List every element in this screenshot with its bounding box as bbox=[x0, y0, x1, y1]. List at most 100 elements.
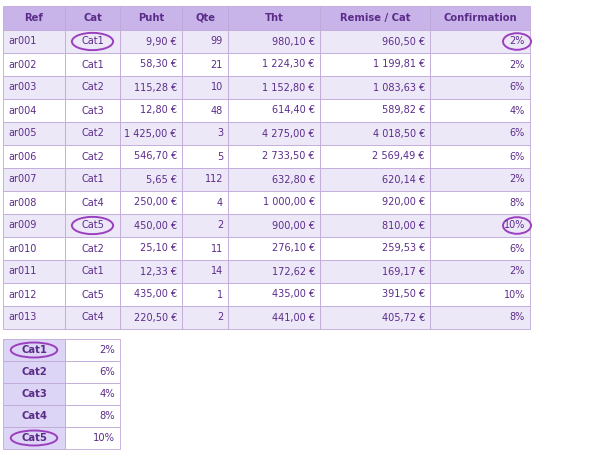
Bar bbox=[65, 361, 120, 383]
Text: 2: 2 bbox=[217, 313, 223, 322]
Text: Cat1: Cat1 bbox=[81, 267, 104, 276]
Bar bbox=[3, 6, 65, 30]
Text: 614,40 €: 614,40 € bbox=[272, 105, 315, 116]
Text: 10%: 10% bbox=[503, 289, 525, 300]
Bar bbox=[3, 306, 65, 329]
Bar bbox=[320, 237, 430, 260]
Bar bbox=[120, 237, 182, 260]
Bar bbox=[228, 168, 320, 191]
Text: 620,14 €: 620,14 € bbox=[382, 174, 425, 185]
Text: 441,00 €: 441,00 € bbox=[272, 313, 315, 322]
Bar bbox=[65, 214, 120, 237]
Text: Cat2: Cat2 bbox=[81, 151, 104, 162]
Bar bbox=[120, 145, 182, 168]
Bar bbox=[182, 214, 228, 237]
Text: 632,80 €: 632,80 € bbox=[272, 174, 315, 185]
Bar bbox=[3, 145, 65, 168]
Text: 1: 1 bbox=[217, 289, 223, 300]
Text: ar001: ar001 bbox=[8, 36, 37, 47]
Text: 12,80 €: 12,80 € bbox=[140, 105, 177, 116]
Bar bbox=[65, 145, 120, 168]
Bar bbox=[228, 30, 320, 53]
Text: Cat4: Cat4 bbox=[21, 411, 47, 421]
Text: 1 000,00 €: 1 000,00 € bbox=[263, 198, 315, 207]
Bar bbox=[430, 76, 530, 99]
Bar bbox=[430, 6, 530, 30]
Text: 12,33 €: 12,33 € bbox=[140, 267, 177, 276]
Text: 14: 14 bbox=[211, 267, 223, 276]
Text: 1 083,63 €: 1 083,63 € bbox=[373, 82, 425, 92]
Bar bbox=[430, 191, 530, 214]
Text: 220,50 €: 220,50 € bbox=[134, 313, 177, 322]
Text: 546,70 €: 546,70 € bbox=[134, 151, 177, 162]
Text: Qte: Qte bbox=[195, 13, 215, 23]
Bar bbox=[320, 145, 430, 168]
Text: 259,53 €: 259,53 € bbox=[382, 244, 425, 254]
Bar bbox=[320, 122, 430, 145]
Text: 58,30 €: 58,30 € bbox=[140, 60, 177, 69]
Bar bbox=[320, 214, 430, 237]
Text: 4%: 4% bbox=[100, 389, 115, 399]
Bar bbox=[320, 53, 430, 76]
Text: 2%: 2% bbox=[509, 174, 525, 185]
Text: ar002: ar002 bbox=[8, 60, 37, 69]
Text: 112: 112 bbox=[205, 174, 223, 185]
Bar bbox=[3, 339, 65, 361]
Text: 810,00 €: 810,00 € bbox=[382, 220, 425, 231]
Bar bbox=[320, 99, 430, 122]
Bar bbox=[320, 191, 430, 214]
Text: 2%: 2% bbox=[509, 60, 525, 69]
Text: 5,65 €: 5,65 € bbox=[146, 174, 177, 185]
Text: 6%: 6% bbox=[510, 82, 525, 92]
Text: Cat1: Cat1 bbox=[21, 345, 47, 355]
Text: 10: 10 bbox=[211, 82, 223, 92]
Bar bbox=[120, 30, 182, 53]
Bar bbox=[3, 122, 65, 145]
Bar bbox=[182, 76, 228, 99]
Text: 8%: 8% bbox=[510, 198, 525, 207]
Text: 900,00 €: 900,00 € bbox=[272, 220, 315, 231]
Bar bbox=[3, 191, 65, 214]
Text: 2 569,49 €: 2 569,49 € bbox=[373, 151, 425, 162]
Text: 115,28 €: 115,28 € bbox=[134, 82, 177, 92]
Bar bbox=[228, 306, 320, 329]
Text: Cat2: Cat2 bbox=[81, 129, 104, 138]
Bar bbox=[3, 283, 65, 306]
Text: Cat1: Cat1 bbox=[81, 60, 104, 69]
Bar bbox=[430, 260, 530, 283]
Text: 11: 11 bbox=[211, 244, 223, 254]
Bar bbox=[65, 122, 120, 145]
Text: 6%: 6% bbox=[510, 129, 525, 138]
Bar bbox=[120, 283, 182, 306]
Bar bbox=[228, 122, 320, 145]
Bar bbox=[3, 237, 65, 260]
Text: 980,10 €: 980,10 € bbox=[272, 36, 315, 47]
Bar bbox=[182, 306, 228, 329]
Bar bbox=[182, 99, 228, 122]
Text: ar010: ar010 bbox=[8, 244, 37, 254]
Bar bbox=[3, 76, 65, 99]
Bar bbox=[182, 145, 228, 168]
Text: 1 425,00 €: 1 425,00 € bbox=[125, 129, 177, 138]
Text: ar012: ar012 bbox=[8, 289, 37, 300]
Text: 276,10 €: 276,10 € bbox=[272, 244, 315, 254]
Bar bbox=[430, 145, 530, 168]
Text: ar006: ar006 bbox=[8, 151, 37, 162]
Text: 99: 99 bbox=[211, 36, 223, 47]
Text: 8%: 8% bbox=[100, 411, 115, 421]
Text: Cat1: Cat1 bbox=[81, 174, 104, 185]
Bar bbox=[228, 237, 320, 260]
Bar bbox=[3, 405, 65, 427]
Bar bbox=[120, 260, 182, 283]
Bar bbox=[3, 30, 65, 53]
Bar bbox=[65, 260, 120, 283]
Text: 4%: 4% bbox=[510, 105, 525, 116]
Bar bbox=[320, 283, 430, 306]
Bar bbox=[182, 6, 228, 30]
Text: Cat1: Cat1 bbox=[81, 36, 104, 47]
Text: 960,50 €: 960,50 € bbox=[382, 36, 425, 47]
Bar bbox=[65, 30, 120, 53]
Text: 4: 4 bbox=[217, 198, 223, 207]
Bar bbox=[3, 168, 65, 191]
Text: Puht: Puht bbox=[138, 13, 164, 23]
